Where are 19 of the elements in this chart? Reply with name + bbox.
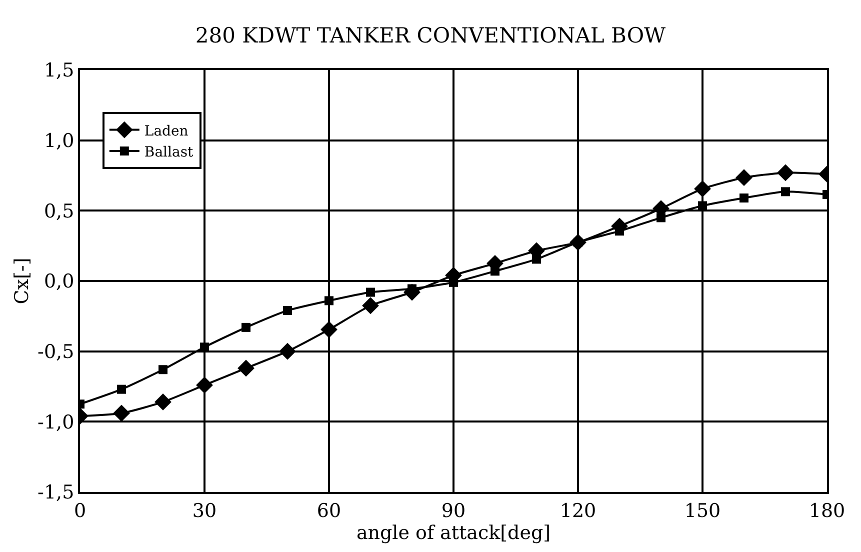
y-tick-label: -0,5 (38, 340, 74, 363)
x-axis-title: angle of attack[deg] (356, 522, 551, 544)
x-tick-label: 0 (74, 500, 86, 522)
x-tick-label: 180 (808, 500, 846, 522)
legend-label: Ballast (144, 144, 194, 160)
x-tick-label: 90 (441, 500, 466, 522)
y-axis-title: Cx[-] (10, 258, 33, 304)
y-tick-label: 1,5 (44, 60, 74, 82)
chart-title: 280 KDWT TANKER CONVENTIONAL BOW (195, 23, 666, 48)
x-tick-label: 30 (192, 500, 217, 522)
y-tick-label: 0,0 (44, 270, 74, 293)
x-tick-label: 150 (684, 500, 721, 522)
y-tick-label: 0,5 (44, 200, 74, 222)
y-tick-label: -1,5 (38, 482, 74, 504)
legend-label: Laden (144, 123, 188, 140)
x-tick-label: 60 (316, 500, 342, 522)
x-tick-label: 120 (560, 500, 596, 522)
y-tick-label: 1,0 (44, 130, 74, 152)
y-tick-label: -1,0 (38, 411, 74, 434)
